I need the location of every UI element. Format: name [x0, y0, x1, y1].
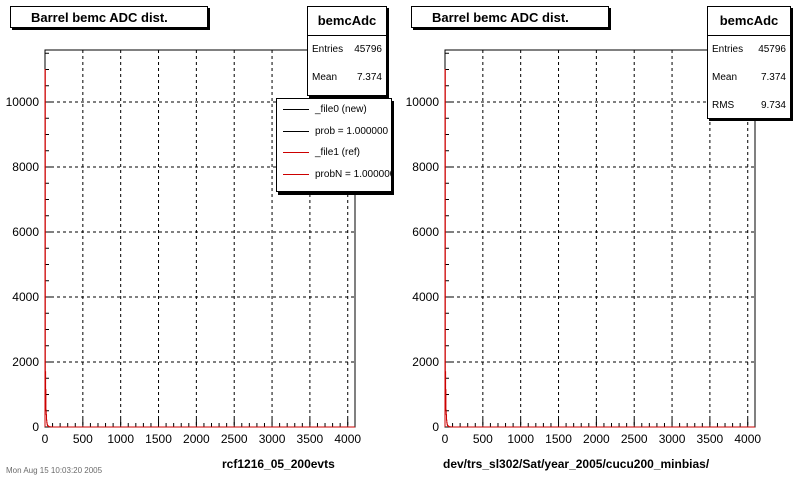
legend-label: _file1 (ref) — [315, 147, 361, 158]
right-stats-row-entries: Entries 45796 — [708, 36, 790, 64]
x-tick-label: 4000 — [334, 432, 361, 446]
stats-label: Entries — [312, 44, 344, 55]
left-title-box: Barrel bemc ADC dist. — [10, 6, 208, 28]
x-tick-label: 2000 — [183, 432, 210, 446]
y-tick-label: 0 — [32, 420, 39, 434]
legend-label: _file0 (new) — [315, 104, 367, 115]
y-tick-label: 6000 — [12, 225, 39, 239]
stats-value: 9.734 — [760, 100, 786, 111]
y-tick-label: 4000 — [412, 290, 439, 304]
right-stats-row-rms: RMS 9.734 — [708, 92, 790, 120]
x-tick-label: 3500 — [297, 432, 324, 446]
left-stats-name: bemcAdc — [308, 7, 386, 36]
x-tick-label: 2500 — [221, 432, 248, 446]
stats-label: Mean — [312, 72, 338, 83]
legend-item: _file1 (ref) — [277, 142, 391, 164]
right-x-caption: dev/trs_sl302/Sat/year_2005/cucu200_minb… — [443, 457, 710, 471]
right-title-box: Barrel bemc ADC dist. — [411, 6, 609, 28]
right-stats-name: bemcAdc — [708, 7, 790, 36]
stats-value: 7.374 — [760, 72, 786, 83]
legend-label: prob = 1.000000 — [315, 125, 389, 137]
left-stats-box: bemcAdc Entries 45796 Mean 7.374 — [307, 6, 387, 96]
left-stats-row-mean: Mean 7.374 — [308, 64, 386, 92]
stats-value: 45796 — [354, 44, 382, 55]
x-tick-label: 2000 — [583, 432, 610, 446]
x-tick-label: 500 — [473, 432, 493, 446]
x-tick-label: 500 — [73, 432, 93, 446]
x-tick-label: 1000 — [107, 432, 134, 446]
x-tick-label: 0 — [442, 432, 449, 446]
x-tick-label: 1500 — [545, 432, 572, 446]
right-title: Barrel bemc ADC dist. — [432, 10, 569, 25]
legend-swatch — [283, 173, 309, 175]
y-tick-label: 2000 — [412, 355, 439, 369]
timestamp-footer: Mon Aug 15 10:03:20 2005 — [6, 466, 103, 475]
right-stats-row-mean: Mean 7.374 — [708, 64, 790, 92]
left-stats-row-entries: Entries 45796 — [308, 36, 386, 64]
histogram-series — [44, 69, 355, 428]
x-tick-label: 0 — [42, 432, 49, 446]
right-stats-box: bemcAdc Entries 45796 Mean 7.374 RMS 9.7… — [707, 6, 791, 119]
stats-label: Mean — [712, 72, 738, 83]
x-tick-label: 4000 — [734, 432, 761, 446]
left-x-caption: rcf1216_05_200evts — [222, 457, 335, 471]
legend-label: probN = 1.000000 — [315, 168, 392, 180]
stats-value: 7.374 — [356, 72, 382, 83]
x-tick-label: 3000 — [659, 432, 686, 446]
x-tick-label: 2500 — [621, 432, 648, 446]
y-tick-label: 4000 — [12, 290, 39, 304]
x-tick-label: 1500 — [145, 432, 172, 446]
legend-item: prob = 1.000000 — [277, 121, 391, 143]
stats-label: Entries — [712, 44, 744, 55]
y-tick-label: 10000 — [6, 95, 40, 109]
legend-swatch — [283, 109, 309, 110]
histogram-series — [444, 69, 755, 428]
y-tick-label: 8000 — [12, 160, 39, 174]
x-tick-label: 3500 — [697, 432, 724, 446]
x-tick-label: 1000 — [507, 432, 534, 446]
left-title: Barrel bemc ADC dist. — [31, 10, 168, 25]
legend-item: probN = 1.000000 — [277, 164, 391, 186]
stats-value: 45796 — [758, 44, 786, 55]
y-tick-label: 2000 — [12, 355, 39, 369]
legend-swatch — [283, 152, 309, 153]
stats-label: RMS — [712, 100, 735, 111]
y-tick-label: 8000 — [412, 160, 439, 174]
x-tick-label: 3000 — [259, 432, 286, 446]
y-tick-label: 0 — [432, 420, 439, 434]
y-tick-label: 10000 — [406, 95, 440, 109]
y-tick-label: 6000 — [412, 225, 439, 239]
legend-swatch — [283, 130, 309, 132]
legend-item: _file0 (new) — [277, 99, 391, 121]
legend-box: _file0 (new) prob = 1.000000 _file1 (ref… — [276, 98, 392, 192]
